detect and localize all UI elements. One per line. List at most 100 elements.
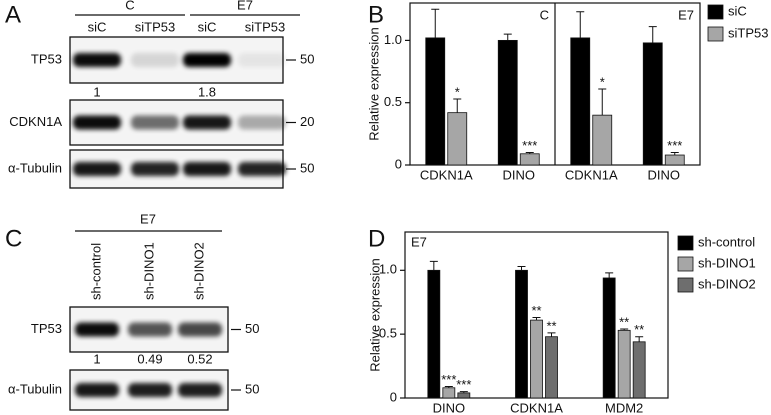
band — [178, 322, 222, 337]
protein-label: α-Tubulin — [8, 381, 62, 396]
band — [73, 53, 121, 67]
x-tick-label: DINO — [433, 400, 466, 415]
marker-label: 50 — [300, 51, 314, 66]
group-label: C — [125, 0, 134, 12]
error-bar — [670, 152, 679, 156]
x-tick-label: CDKN1A — [565, 167, 618, 182]
significance: *** — [441, 372, 456, 387]
facet-label: C — [540, 7, 549, 22]
error-bar — [648, 26, 657, 43]
x-tick-label: CDKN1A — [420, 167, 473, 182]
legend-swatch — [677, 235, 694, 251]
significance: * — [600, 74, 605, 89]
bar — [447, 112, 468, 166]
error-bar — [517, 265, 526, 271]
band — [131, 162, 179, 176]
panel-label: D — [368, 225, 385, 252]
significance: ** — [619, 314, 629, 329]
lane-label: sh-DINO1 — [141, 242, 156, 300]
band — [75, 383, 119, 397]
legend-label: siC — [728, 3, 747, 18]
bar — [664, 154, 685, 166]
bar — [592, 114, 613, 166]
significance: *** — [456, 377, 471, 392]
band — [183, 115, 231, 130]
significance: ** — [546, 318, 556, 333]
error-bar — [429, 260, 438, 271]
band — [183, 53, 231, 67]
x-tick-label: CDKN1A — [510, 400, 563, 415]
error-bar — [453, 98, 462, 113]
quantification: 1 — [93, 351, 100, 366]
error-bar — [576, 11, 585, 38]
marker-label: 50 — [245, 321, 259, 336]
lane-label: siC — [198, 19, 217, 34]
facet-label: E7 — [411, 234, 427, 249]
y-tick-label: 0.5 — [379, 326, 397, 341]
band — [128, 322, 172, 337]
lane-label: siC — [88, 19, 107, 34]
error-bar — [444, 386, 453, 388]
facet-label: E7 — [678, 7, 694, 22]
quantification: 0.49 — [137, 351, 162, 366]
bar — [425, 37, 446, 166]
x-tick-label: DINO — [503, 167, 536, 182]
legend-label: sh-DINO2 — [698, 276, 756, 291]
band — [183, 162, 231, 176]
error-bar — [503, 33, 512, 41]
error-bar — [532, 317, 541, 321]
bar — [545, 336, 558, 399]
bar — [632, 341, 646, 399]
y-axis-label: Relative expression — [367, 258, 382, 371]
legend-swatch — [677, 256, 694, 272]
legend-swatch — [707, 26, 724, 42]
error-bar — [525, 152, 534, 154]
x-tick-label: MDM2 — [605, 400, 643, 415]
band — [178, 383, 222, 397]
protein-label: α-Tubulin — [8, 160, 62, 175]
protein-label: CDKN1A — [9, 114, 62, 129]
protein-label: TP53 — [31, 321, 62, 336]
bar — [530, 319, 543, 399]
significance: *** — [667, 138, 682, 153]
group-label: E7 — [140, 211, 156, 226]
band — [131, 53, 179, 67]
error-bar — [598, 88, 607, 116]
legend-swatch — [677, 277, 694, 293]
bar — [617, 329, 631, 399]
legend-label: siTP53 — [728, 25, 768, 40]
lane-label: siTP53 — [135, 19, 175, 34]
bar — [519, 153, 540, 166]
panel-label: A — [5, 1, 21, 28]
band — [238, 53, 286, 67]
significance: ** — [531, 303, 541, 318]
band — [73, 162, 121, 176]
bar — [642, 42, 663, 166]
marker-label: 20 — [300, 114, 314, 129]
quantification: 1.8 — [198, 84, 216, 99]
bar — [497, 39, 518, 166]
legend-label: sh-control — [698, 234, 755, 249]
error-bar — [620, 328, 629, 331]
y-tick-label: 1.0 — [384, 32, 402, 47]
protein-label: TP53 — [31, 51, 62, 66]
error-bar — [635, 336, 644, 342]
band — [73, 115, 121, 130]
y-tick-label: 0.5 — [384, 94, 402, 109]
panel-label: C — [5, 225, 22, 252]
bar — [602, 277, 616, 399]
bar — [570, 37, 591, 166]
bar — [515, 269, 528, 399]
lane-label: sh-DINO2 — [191, 242, 206, 300]
band — [131, 115, 179, 130]
significance: *** — [522, 138, 537, 153]
y-tick-label: 0 — [395, 156, 402, 171]
legend-swatch — [707, 4, 724, 20]
error-bar — [431, 8, 440, 38]
panel-label: B — [368, 1, 384, 28]
x-tick-label: DINO — [648, 167, 681, 182]
band — [128, 383, 172, 397]
y-tick-label: 1.0 — [379, 262, 397, 277]
